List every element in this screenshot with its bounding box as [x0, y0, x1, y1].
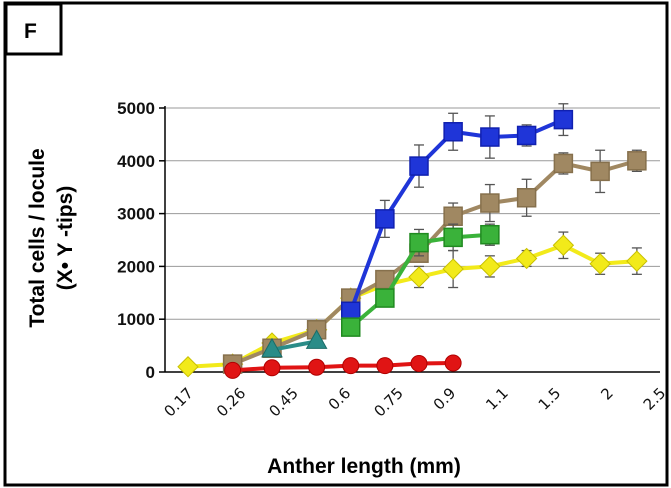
- series: [177, 103, 648, 379]
- series-1-point-10: [590, 161, 610, 182]
- series-0-point-0: [177, 356, 199, 378]
- panel-label-box: [4, 2, 63, 56]
- y-tick-label-2000: 2000: [117, 257, 155, 276]
- series-3-point-3: [443, 227, 463, 248]
- y-tick-labels: 0 1000 2000 3000 4000 5000: [117, 99, 155, 382]
- series-3-point-0: [341, 317, 361, 337]
- series-1-point-8: [516, 188, 537, 208]
- series-3-point-2: [409, 232, 429, 253]
- series-0-point-7: [442, 258, 464, 280]
- series-0-point-8: [479, 255, 501, 278]
- series-3: [341, 223, 500, 337]
- series-2-point-6: [553, 109, 574, 130]
- series-4-point-0: [261, 337, 283, 358]
- series-5-point-5: [410, 355, 428, 373]
- series-5-point-0: [224, 361, 242, 379]
- y-tick-label-0: 0: [146, 363, 155, 382]
- y-axis-title-line2: (X• Y -tips): [54, 186, 77, 291]
- series-3-point-4: [480, 224, 500, 245]
- series-2-point-4: [480, 127, 500, 147]
- series-0-point-6: [408, 266, 430, 288]
- y-tick-label-3000: 3000: [117, 205, 155, 224]
- series-0-point-9: [515, 247, 538, 270]
- series-5-point-3: [342, 357, 360, 375]
- x-axis-title: Anther length (mm): [267, 455, 461, 478]
- series-0-point-11: [589, 253, 611, 275]
- series-5-point-4: [376, 357, 394, 375]
- series-0-point-10: [552, 234, 575, 256]
- series-0-point-12: [626, 250, 648, 272]
- series-3-point-1: [375, 288, 395, 308]
- series-1-point-11: [627, 151, 647, 171]
- series-1-point-7: [480, 193, 500, 213]
- series-5: [224, 354, 462, 379]
- series-2: [341, 103, 574, 322]
- series-5-point-1: [263, 359, 281, 377]
- series-1-point-6: [443, 206, 463, 226]
- y-tick-label-5000: 5000: [117, 99, 155, 118]
- y-tick-label-1000: 1000: [117, 310, 155, 329]
- series-4-point-1: [305, 329, 328, 349]
- axes: [159, 106, 660, 373]
- series-2-point-5: [516, 125, 537, 146]
- series-2-point-1: [375, 209, 395, 229]
- gridlines: [165, 107, 660, 320]
- panel-label: F: [24, 20, 37, 43]
- series-4: [261, 329, 328, 358]
- y-tick-label-4000: 4000: [117, 152, 155, 171]
- series-5-point-2: [308, 358, 326, 376]
- series-1-point-9: [553, 153, 574, 174]
- series-5-point-6: [444, 354, 462, 372]
- y-axis-title-line1: Total cells / locule: [26, 148, 49, 327]
- series-2-point-2: [409, 156, 429, 176]
- y-axis-title: Total cells / locule (X• Y -tips): [26, 148, 77, 327]
- series-2-point-3: [443, 122, 463, 142]
